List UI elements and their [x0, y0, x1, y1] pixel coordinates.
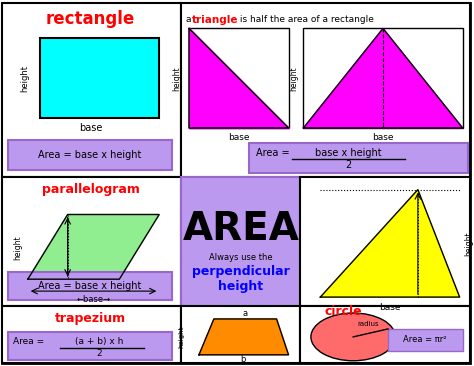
Bar	[2, 3, 181, 177]
Text: base: base	[79, 123, 102, 133]
Text: base: base	[379, 303, 401, 311]
Text: 2: 2	[345, 160, 351, 170]
Bar	[8, 332, 172, 360]
Ellipse shape	[311, 313, 395, 361]
Text: Area = base x height: Area = base x height	[38, 150, 141, 160]
Text: base: base	[372, 133, 394, 142]
Polygon shape	[28, 214, 159, 279]
Text: Always use the: Always use the	[209, 253, 273, 262]
Text: base x height: base x height	[315, 148, 382, 158]
Text: Area =: Area =	[13, 337, 47, 346]
Polygon shape	[320, 190, 460, 297]
Text: is half the area of a rectangle: is half the area of a rectangle	[237, 15, 374, 23]
Bar	[249, 143, 467, 173]
Text: a: a	[186, 15, 194, 23]
Text: triangle: triangle	[192, 15, 238, 25]
Text: perpendicular: perpendicular	[192, 265, 290, 278]
Polygon shape	[303, 29, 463, 128]
Text: height: height	[465, 231, 474, 256]
Text: rectangle: rectangle	[46, 10, 135, 27]
Text: ←base→: ←base→	[76, 295, 110, 303]
Bar	[40, 38, 159, 118]
Text: height: height	[218, 280, 264, 293]
Text: Area = base x height: Area = base x height	[38, 281, 141, 291]
Bar	[8, 140, 172, 170]
Bar	[181, 3, 470, 177]
Bar	[181, 177, 301, 306]
Text: parallelogram: parallelogram	[42, 183, 139, 196]
Polygon shape	[199, 319, 289, 355]
Text: (a + b) x h: (a + b) x h	[75, 337, 124, 346]
Text: height: height	[13, 235, 22, 259]
Bar	[303, 29, 463, 128]
Text: circle: circle	[324, 305, 362, 318]
Bar	[2, 306, 181, 363]
Polygon shape	[189, 29, 289, 128]
Bar	[388, 329, 463, 351]
Text: b: b	[240, 355, 246, 364]
Text: height: height	[20, 65, 29, 92]
Bar	[2, 177, 181, 306]
Bar	[301, 306, 470, 363]
Bar	[189, 29, 289, 128]
Text: height: height	[289, 66, 298, 90]
Bar	[181, 306, 301, 363]
Text: Area = πr²: Area = πr²	[403, 335, 447, 344]
Bar	[8, 272, 172, 300]
Text: a: a	[242, 309, 247, 317]
Text: AREA: AREA	[182, 210, 299, 247]
Text: trapezium: trapezium	[55, 313, 126, 325]
Text: Area =: Area =	[255, 148, 292, 158]
Text: radius: radius	[357, 321, 379, 327]
Text: 2: 2	[97, 349, 102, 358]
Bar	[301, 177, 470, 306]
Text: height: height	[173, 66, 182, 90]
Text: base: base	[228, 133, 249, 142]
Text: height: height	[178, 326, 184, 348]
